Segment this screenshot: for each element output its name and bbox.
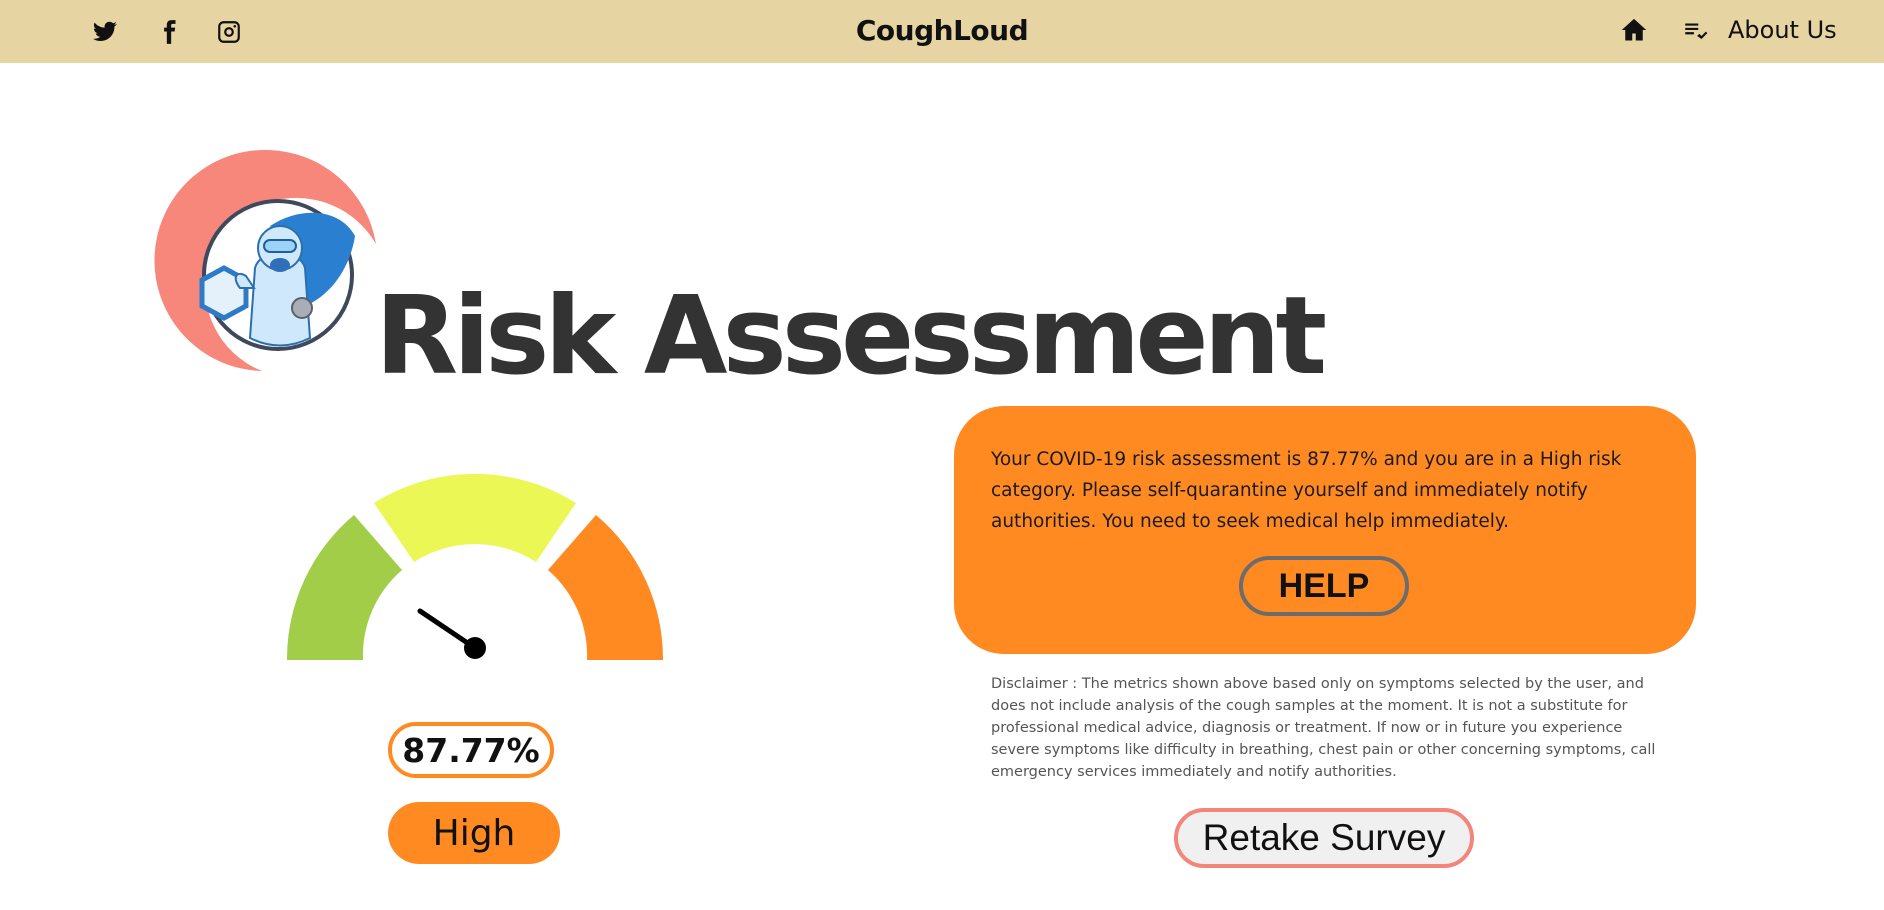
about-link[interactable]: About Us bbox=[1682, 0, 1837, 60]
instagram-link[interactable] bbox=[216, 0, 242, 63]
page-title: Risk Assessment bbox=[375, 274, 1327, 400]
brand-logo-text[interactable]: CoughLoud bbox=[855, 13, 1029, 47]
gauge-needle bbox=[417, 608, 478, 651]
brand-container: CoughLoud bbox=[0, 0, 1884, 60]
home-link[interactable] bbox=[1620, 0, 1648, 60]
risk-percentage: 87.77% bbox=[388, 722, 554, 778]
twitter-link[interactable] bbox=[92, 0, 118, 63]
home-icon bbox=[1621, 18, 1647, 41]
navbar: CoughLoud About Us bbox=[0, 0, 1884, 63]
about-us-label: About Us bbox=[1728, 16, 1837, 44]
twitter-icon bbox=[93, 21, 117, 41]
result-card: Your COVID-19 risk assessment is 87.77% … bbox=[954, 406, 1696, 654]
instagram-icon bbox=[218, 20, 240, 43]
facebook-icon bbox=[164, 19, 176, 44]
disclaimer-text: Disclaimer : The metrics shown above bas… bbox=[991, 676, 1656, 780]
gauge-segment-high bbox=[548, 515, 664, 660]
gauge-hub bbox=[464, 637, 486, 659]
playlist-check-icon bbox=[1685, 23, 1708, 39]
gauge-segments bbox=[286, 473, 664, 660]
gauge-segment-low bbox=[286, 515, 402, 660]
risk-level-badge: High bbox=[388, 802, 560, 864]
risk-gauge bbox=[270, 455, 680, 675]
retake-survey-button[interactable]: Retake Survey bbox=[1174, 808, 1474, 868]
facebook-link[interactable] bbox=[156, 0, 182, 63]
help-button[interactable]: HELP bbox=[1239, 556, 1409, 616]
hero-illustration bbox=[150, 148, 380, 373]
result-message: Your COVID-19 risk assessment is 87.77% … bbox=[991, 449, 1622, 532]
gauge-segment-medium bbox=[374, 473, 576, 562]
